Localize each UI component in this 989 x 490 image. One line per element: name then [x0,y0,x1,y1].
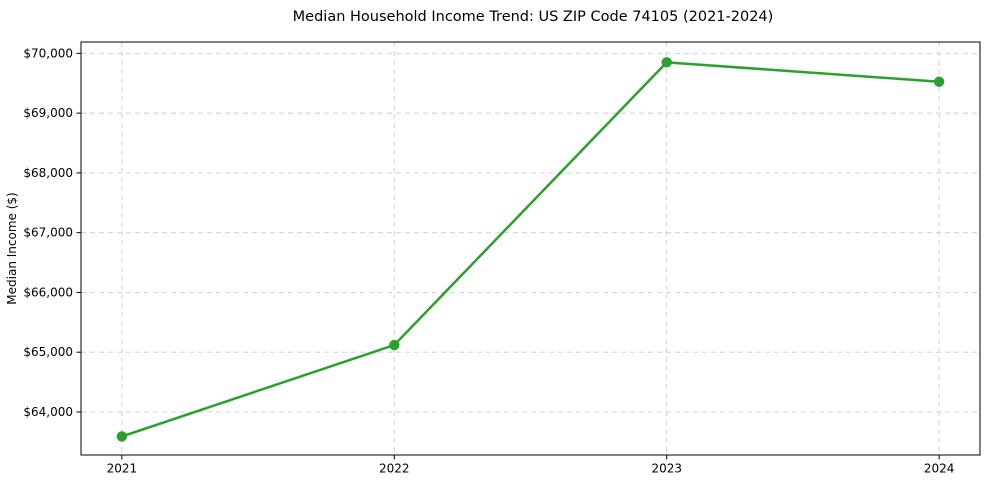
series-layer [116,57,945,442]
data-point [933,76,945,87]
data-point [661,57,672,68]
x-tick-label: 2024 [924,462,955,476]
y-tick-label: $67,000 [23,226,73,240]
data-point [389,339,400,351]
y-tick-label: $70,000 [23,46,73,60]
grid-layer [81,42,980,455]
y-tick-label: $65,000 [23,345,73,359]
y-tick-label: $69,000 [23,106,73,120]
tick-layer: $64,000 $65,000 $66,000 $67,000 $68,000 $69,0… [23,46,954,475]
x-tick-label: 2021 [107,462,138,476]
plot-border [80,41,981,456]
x-tick-label: 2022 [379,462,410,476]
y-tick-label: $66,000 [23,285,73,299]
x-tick-label: 2023 [651,462,682,476]
y-tick-label: $64,000 [23,405,73,419]
chart-title: Median Household Income Trend: US ZIP Co… [293,9,774,25]
data-line [120,61,941,438]
y-axis-label: Median Income ($) [5,192,19,304]
y-tick-label: $68,000 [23,166,73,180]
data-point [116,431,128,442]
